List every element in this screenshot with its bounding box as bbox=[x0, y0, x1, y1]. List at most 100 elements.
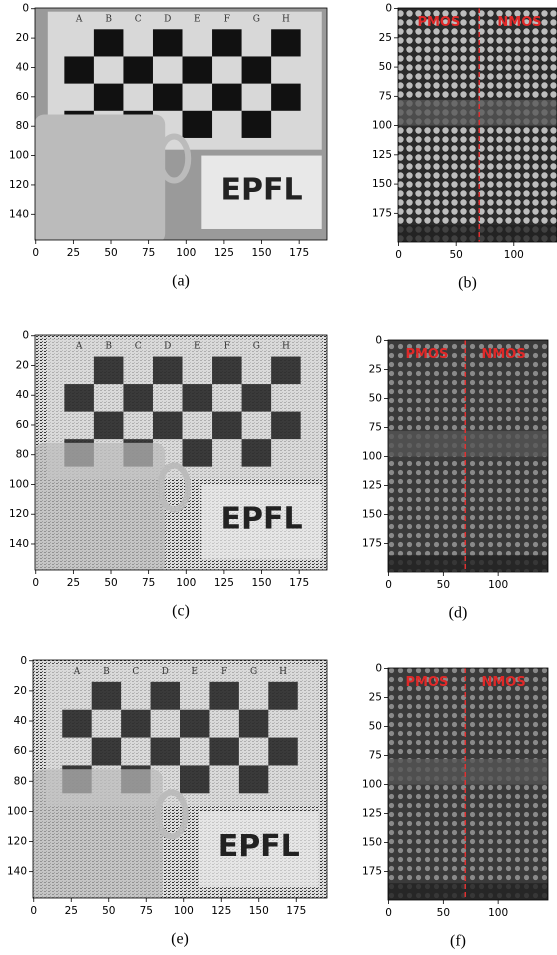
x-tick-label: 50 bbox=[437, 579, 450, 591]
board-letter: E bbox=[191, 667, 198, 677]
square bbox=[183, 439, 213, 467]
y-tick-label: 20 bbox=[16, 32, 29, 44]
board-letter: H bbox=[282, 342, 290, 352]
square bbox=[212, 29, 242, 56]
y-tick-label: 60 bbox=[14, 745, 27, 757]
board-letter: G bbox=[253, 15, 260, 25]
x-tick-label: 0 bbox=[385, 579, 392, 591]
y-tick-label: 140 bbox=[9, 538, 29, 550]
board-letter: A bbox=[75, 342, 83, 352]
x-tick-label: 0 bbox=[385, 907, 392, 919]
board-letter: G bbox=[253, 342, 260, 352]
y-tick-label: 100 bbox=[9, 150, 29, 162]
y-tick-label: 175 bbox=[372, 207, 392, 219]
sign-text: EPFL bbox=[220, 172, 302, 207]
y-tick-label: 150 bbox=[372, 178, 392, 190]
board-letter: G bbox=[250, 667, 257, 677]
square bbox=[94, 84, 124, 111]
sign-text: EPFL bbox=[220, 502, 302, 537]
x-tick-label: 100 bbox=[176, 577, 196, 589]
metal-bar bbox=[398, 100, 557, 126]
board-letter: E bbox=[194, 342, 201, 352]
caption: (d) bbox=[449, 605, 468, 622]
y-tick-label: 120 bbox=[9, 508, 29, 520]
y-tick-label: 75 bbox=[369, 422, 382, 434]
y-tick-label: 0 bbox=[385, 3, 392, 15]
metal-bar bbox=[388, 431, 548, 457]
x-tick-label: 125 bbox=[214, 577, 234, 589]
square bbox=[94, 357, 124, 385]
y-tick-label: 100 bbox=[9, 478, 29, 490]
x-tick-label: 50 bbox=[104, 577, 117, 589]
y-tick-label: 25 bbox=[369, 364, 382, 376]
square bbox=[153, 84, 183, 111]
square bbox=[209, 682, 238, 710]
square bbox=[271, 84, 301, 111]
square bbox=[239, 710, 268, 738]
board-letter: A bbox=[75, 15, 83, 25]
cup bbox=[34, 114, 165, 243]
square bbox=[64, 56, 94, 83]
x-tick-label: 125 bbox=[214, 247, 234, 259]
nmos-label: NMOS bbox=[481, 347, 525, 362]
square bbox=[242, 56, 272, 83]
x-tick-label: 50 bbox=[104, 247, 117, 259]
x-tick-label: 50 bbox=[102, 905, 115, 917]
y-tick-label: 175 bbox=[362, 538, 382, 550]
square bbox=[153, 412, 183, 440]
caption: (e) bbox=[171, 931, 189, 948]
square bbox=[209, 738, 238, 766]
image: PMOSNMOS bbox=[388, 340, 548, 572]
square bbox=[239, 765, 268, 793]
square bbox=[180, 710, 209, 738]
x-tick-label: 125 bbox=[211, 905, 231, 917]
caption: (c) bbox=[172, 603, 190, 620]
y-tick-label: 120 bbox=[9, 179, 29, 191]
y-tick-label: 80 bbox=[14, 775, 27, 787]
x-tick-label: 150 bbox=[249, 905, 269, 917]
square bbox=[62, 710, 91, 738]
metal-bar bbox=[388, 759, 548, 785]
y-tick-label: 20 bbox=[14, 685, 27, 697]
square bbox=[92, 682, 121, 710]
nmos-label: NMOS bbox=[497, 15, 541, 30]
y-tick-label: 75 bbox=[369, 750, 382, 762]
board-letter: C bbox=[132, 667, 139, 677]
x-tick-label: 175 bbox=[289, 247, 309, 259]
board-letter: C bbox=[135, 342, 142, 352]
square bbox=[121, 710, 150, 738]
y-tick-label: 0 bbox=[20, 655, 27, 667]
square bbox=[271, 29, 301, 56]
caption: (b) bbox=[458, 275, 477, 292]
image: PMOSNMOS bbox=[398, 8, 557, 242]
board-letter: D bbox=[162, 667, 169, 677]
y-tick-label: 120 bbox=[7, 836, 27, 848]
square bbox=[183, 384, 213, 412]
y-tick-label: 25 bbox=[379, 32, 392, 44]
y-tick-label: 50 bbox=[369, 721, 382, 733]
y-tick-label: 40 bbox=[16, 61, 29, 73]
y-tick-label: 100 bbox=[372, 120, 392, 132]
metal-bar bbox=[388, 883, 548, 899]
board-letter: F bbox=[221, 667, 227, 677]
x-tick-label: 150 bbox=[252, 577, 272, 589]
figure: A B C D E F G H EPFL 0 25 50 75 100 125 150 175 0 20 40 60 80… bbox=[0, 0, 557, 951]
x-tick-label: 0 bbox=[30, 905, 37, 917]
square bbox=[212, 357, 242, 385]
y-tick-label: 150 bbox=[362, 837, 382, 849]
x-tick-label: 0 bbox=[395, 249, 402, 261]
metal-bar bbox=[388, 555, 548, 571]
x-tick-label: 100 bbox=[504, 249, 524, 261]
caption: (f) bbox=[450, 933, 466, 950]
x-tick-label: 100 bbox=[488, 907, 508, 919]
square bbox=[180, 765, 209, 793]
y-tick-label: 100 bbox=[362, 779, 382, 791]
y-tick-label: 0 bbox=[22, 330, 29, 342]
square bbox=[153, 357, 183, 385]
board-letter: F bbox=[224, 342, 230, 352]
y-tick-label: 40 bbox=[16, 389, 29, 401]
square bbox=[268, 682, 297, 710]
board-letter: B bbox=[105, 15, 112, 25]
caption: (a) bbox=[172, 273, 190, 290]
square bbox=[183, 56, 213, 83]
